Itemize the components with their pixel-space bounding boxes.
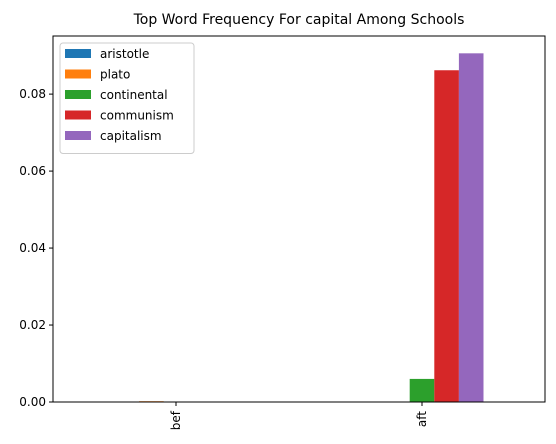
legend-swatch-plato (65, 69, 91, 79)
legend: aristotle plato continental communism capita… (59, 42, 195, 154)
y-axis: 0.00 0.02 0.04 0.06 0.08 (19, 87, 53, 409)
legend-label-plato: plato (100, 68, 130, 82)
plot-frame (52, 35, 546, 403)
bar-communism-aft (434, 70, 459, 402)
legend-swatch-communism (65, 110, 91, 120)
bar-capitalism-aft (458, 53, 484, 402)
bars-group (139, 53, 484, 402)
y-tick-label: 0.04 (19, 241, 46, 255)
legend-swatch-aristotle (65, 49, 91, 58)
legend-frame (59, 42, 195, 154)
x-tick-label-bef: bef (169, 410, 183, 430)
legend-label-aristotle: aristotle (100, 47, 149, 61)
legend-swatch-continental (65, 90, 91, 99)
x-tick-label-aft: aft (415, 411, 429, 427)
y-tick-label: 0.00 (19, 395, 46, 409)
chart-title: Top Word Frequency For capital Among Sch… (133, 12, 465, 28)
legend-label-communism: communism (100, 109, 174, 123)
x-axis: bef aft (169, 402, 429, 430)
legend-swatch-capitalism (65, 131, 91, 140)
legend-label-capitalism: capitalism (100, 129, 162, 143)
y-tick-label: 0.06 (19, 164, 46, 178)
bar-continental-aft (409, 378, 435, 402)
y-tick-label: 0.02 (19, 318, 46, 332)
legend-label-continental: continental (100, 88, 168, 102)
y-tick-label: 0.08 (19, 87, 46, 101)
